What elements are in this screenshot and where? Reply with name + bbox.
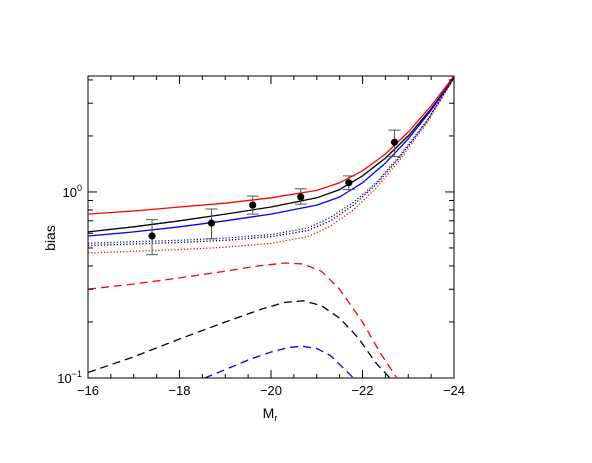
data-point-1: [148, 232, 156, 240]
y-axis-label: bias: [42, 225, 58, 251]
data-point-2: [207, 219, 216, 227]
plot-frame: [87, 75, 455, 379]
x-tick-label-3: −20: [260, 383, 282, 398]
series-line-9: [204, 345, 354, 378]
series-line-1: [88, 76, 454, 215]
x-tick-label-5: −24: [443, 383, 465, 398]
series-line-5: [88, 77, 454, 247]
series-line-6: [88, 77, 454, 254]
x-axis-label-subscript: r: [274, 413, 277, 423]
y-tick-label-exponent: −1: [72, 369, 82, 379]
series-line-7: [88, 262, 398, 378]
data-point-3: [249, 201, 257, 209]
y-tick-label-exponent: 0: [77, 183, 82, 193]
x-axis-label-main: M: [263, 405, 275, 421]
series-line-3: [88, 77, 454, 237]
series-line-8: [88, 300, 391, 378]
x-axis-label: Mr: [263, 405, 278, 423]
data-point-4: [297, 193, 305, 201]
x-tick-label-1: −16: [77, 383, 99, 398]
x-tick-label-4: −22: [351, 383, 373, 398]
data-point-6: [390, 138, 399, 146]
series-layer: [88, 76, 454, 378]
y-tick-label-base: 10: [57, 371, 71, 386]
y-tick-label-2: 100: [63, 183, 82, 200]
y-tick-label-base: 10: [63, 185, 77, 200]
series-line-4: [88, 77, 454, 244]
data-point-5: [345, 179, 353, 187]
y-tick-label-1: 10−1: [57, 369, 82, 386]
data-points-layer: [146, 129, 401, 256]
axis-labels: bias Mr: [42, 225, 277, 423]
series-line-2: [88, 77, 454, 233]
x-tick-label-2: −18: [168, 383, 190, 398]
